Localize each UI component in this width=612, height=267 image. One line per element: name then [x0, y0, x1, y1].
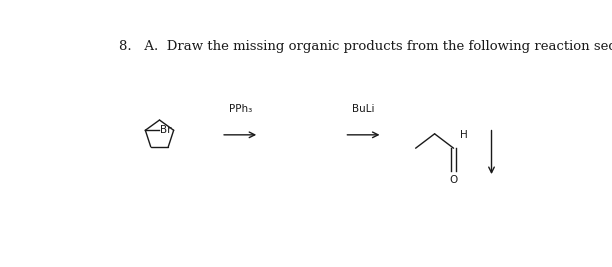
Text: PPh₃: PPh₃ [228, 104, 252, 114]
Text: H: H [460, 130, 468, 140]
Text: BuLi: BuLi [352, 104, 375, 114]
Text: 8.   A.  Draw the missing organic products from the following reaction sequence.: 8. A. Draw the missing organic products … [119, 40, 612, 53]
Text: O: O [449, 175, 458, 184]
Text: Br: Br [160, 125, 172, 135]
